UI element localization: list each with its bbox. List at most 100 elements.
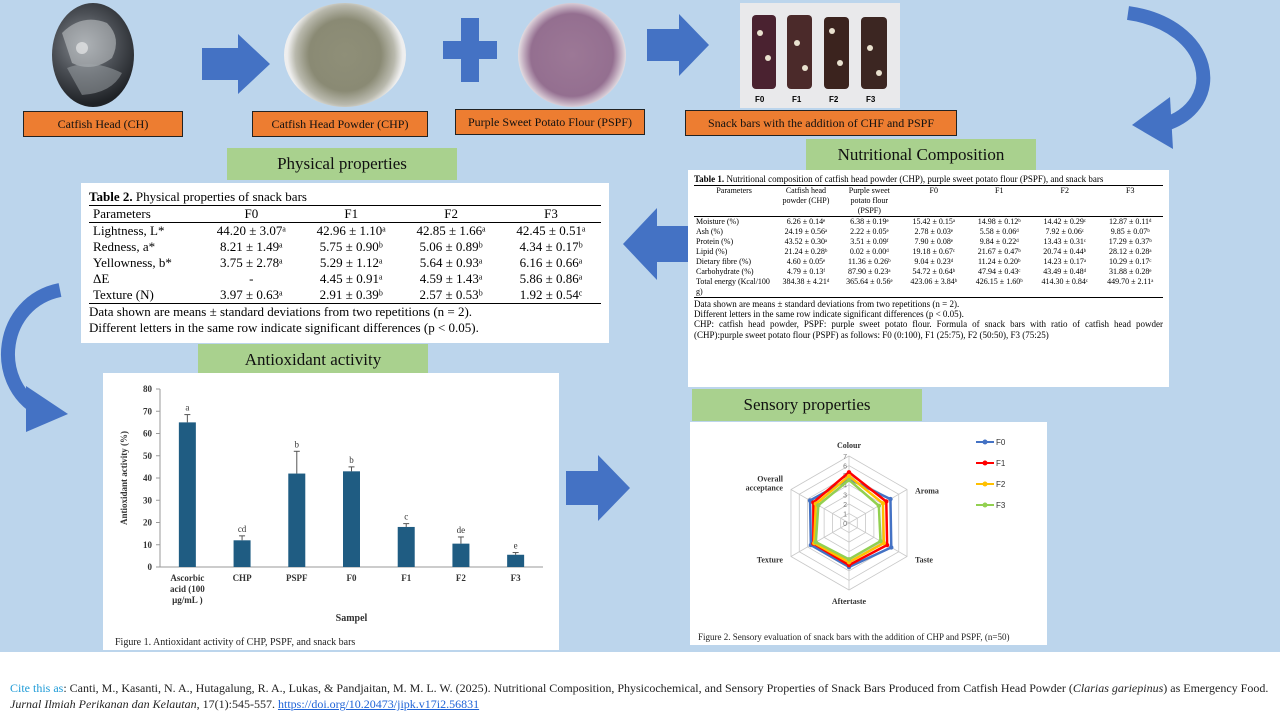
table-cell: Protein (%) — [696, 237, 734, 246]
purple-sweet-potato-flour-photo — [518, 3, 626, 107]
radar-point — [888, 496, 893, 502]
radar-axis-label: acceptance — [746, 484, 784, 493]
citation: Cite this as: Canti, M., Kasanti, N. A.,… — [10, 681, 1269, 711]
table-row: Carbohydrate (%) 4.79 ± 0.13ᶠ 87.90 ± 0.23… — [694, 267, 1163, 277]
table-cell: 11.24 ± 0.20ᵇ — [977, 257, 1021, 266]
table1: Parameters Catfish head powder (CHP) Purpl… — [694, 186, 1163, 297]
table-cell: Dietary fibre (%) — [696, 257, 752, 266]
table2: Parameters F0 F1 F2 F3 Lightness, L* 44.20 ± 3… — [89, 206, 601, 303]
table-cell: 42.85 ± 1.66ᵃ — [416, 223, 486, 238]
legend-marker — [982, 460, 988, 466]
bar — [178, 422, 196, 567]
table-cell: 7.92 ± 0.06ᶜ — [1045, 227, 1084, 236]
antioxidant-chart-panel: 0 10 20 30 40 50 60 70 80 a Ascorbic acid (100 µg/mL… — [103, 373, 559, 650]
figure1-caption: Figure 1. Antioxidant activity of CHP, P… — [115, 637, 355, 648]
y-tick-label: 40 — [143, 473, 153, 483]
table-cell: 17.29 ± 0.37ᵇ — [1108, 237, 1152, 246]
radar-point — [846, 477, 852, 483]
radar-axis-label: Aroma — [915, 487, 939, 496]
radar-spoke — [790, 522, 850, 557]
significance-letter: c — [404, 512, 408, 522]
table-cell: Lipid (%) — [696, 247, 728, 256]
table-cell: 21.67 ± 0.47ᵇ — [977, 247, 1021, 256]
legend-marker — [982, 439, 988, 445]
nutritional-composition-heading: Nutritional Composition — [806, 139, 1036, 171]
table-cell: 28.12 ± 0.28ᵃ — [1108, 247, 1152, 256]
table-cell: 4.60 ± 0.05ᵉ — [786, 257, 826, 266]
right-arrow-icon — [202, 34, 270, 94]
curved-arrow-icon — [1126, 6, 1211, 149]
radar-point — [807, 498, 813, 503]
table-cell: 6.38 ± 0.19ᵉ — [850, 217, 889, 226]
x-tick-label: F1 — [401, 573, 411, 583]
table-cell: 449.70 ± 2.11ᵃ — [1107, 277, 1154, 286]
x-tick-label: Ascorbic — [170, 573, 204, 583]
bar — [343, 471, 360, 567]
bar-label-f3: F3 — [866, 95, 876, 104]
y-tick-label: 70 — [143, 406, 153, 416]
y-tick-label: 60 — [143, 429, 153, 439]
catfish-head-powder-photo — [284, 3, 406, 107]
bar — [397, 526, 415, 567]
table-header-row: Parameters F0 F1 F2 F3 — [89, 206, 601, 223]
radar-axis-label: Aftertaste — [832, 597, 867, 606]
figure2-caption: Figure 2. Sensory evaluation of snack ba… — [698, 632, 1010, 642]
table-cell: 13.43 ± 0.31ᶜ — [1043, 237, 1086, 246]
table-cell: 9.85 ± 0.07ᵇ — [1110, 227, 1150, 236]
sensory-chart-panel: 0 1 2 3 4 5 6 7 Colour Aroma Taste Aftertaste Textur… — [690, 422, 1047, 645]
bar — [452, 543, 470, 567]
significance-letter: de — [457, 525, 466, 535]
table-cell: 1.92 ± 0.54ᶜ — [519, 287, 583, 302]
right-arrow-icon — [566, 455, 630, 521]
table-cell: 365.64 ± 0.56ᵉ — [846, 277, 893, 286]
bar — [233, 540, 251, 567]
table-row: Moisture (%) 6.26 ± 0.14ᵉ 6.38 ± 0.19ᵉ 15.4… — [694, 217, 1163, 228]
table1-panel: Table 1. Nutritional composition of catf… — [688, 170, 1169, 387]
table-cell: 24.19 ± 0.56ᵃ — [784, 227, 828, 236]
radar-tick-label: 2 — [843, 502, 847, 509]
column-header: F3 — [501, 206, 601, 223]
table-row: Lipid (%) 21.24 ± 0.28ᵇ 0.02 ± 0.00ᵈ 19.18 … — [694, 247, 1163, 257]
table-cell: 4.59 ± 1.43ᵃ — [419, 271, 483, 286]
table-cell: 2.57 ± 0.53ᵇ — [419, 287, 483, 302]
table-cell: 5.29 ± 1.12ᵃ — [319, 255, 383, 270]
table2-panel: Table 2. Physical properties of snack ba… — [81, 183, 609, 343]
column-header: F2 — [1031, 186, 1098, 217]
table-cell: 5.64 ± 0.93ᵃ — [419, 255, 483, 270]
table1-note2: Different letters in the same row indica… — [694, 309, 964, 319]
legend-label: F3 — [996, 501, 1006, 510]
doi-link[interactable]: https://doi.org/10.20473/jipk.v17i2.5683… — [277, 697, 480, 711]
table-cell: 384.38 ± 4.21ᵈ — [782, 277, 830, 286]
column-header: F1 — [301, 206, 402, 223]
right-arrow-icon — [647, 14, 709, 76]
column-header: Parameters — [89, 206, 202, 223]
citation-label: Cite this as — [10, 681, 64, 695]
sensory-radar-chart: 01234567ColourAromaTasteAftertasteTextur… — [698, 438, 1010, 642]
table-cell: 7.90 ± 0.08ᵉ — [914, 237, 953, 246]
radar-axis-label: Texture — [757, 556, 784, 565]
table1-note1: Data shown are means ± standard deviatio… — [694, 297, 1163, 309]
column-header: F0 — [201, 206, 302, 223]
table-cell: Lightness, L* — [93, 223, 165, 238]
table-cell: 47.94 ± 0.43ᶜ — [978, 267, 1021, 276]
table-cell: 423.06 ± 3.84ᵇ — [910, 277, 958, 286]
table-row: Dietary fibre (%) 4.60 ± 0.05ᵉ 11.36 ± 0.2… — [694, 257, 1163, 267]
flow-step-snack-bars: Snack bars with the addition of CHF and … — [685, 110, 957, 136]
table-cell: 14.23 ± 0.17ᵃ — [1043, 257, 1087, 266]
table-cell: 9.84 ± 0.22ᵈ — [979, 237, 1019, 246]
column-header: F0 — [901, 186, 967, 217]
table-row: Total energy (Kcal/100 g) 384.38 ± 4.21ᵈ 3… — [694, 277, 1163, 297]
table-cell: 31.88 ± 0.28ᵉ — [1109, 267, 1152, 276]
table-row: Protein (%) 43.52 ± 0.30ᵃ 3.51 ± 0.09ᶠ 7.90… — [694, 237, 1163, 247]
flow-step-catfish-head: Catfish Head (CH) — [23, 111, 183, 137]
table-cell: 5.86 ± 0.86ᵃ — [519, 271, 583, 286]
x-tick-label: F3 — [511, 573, 521, 583]
radar-tick-label: 6 — [843, 464, 847, 471]
table2-note1: Data shown are means ± standard deviatio… — [89, 303, 601, 320]
x-axis-title: Sampel — [336, 613, 368, 624]
table-row: ΔE - 4.45 ± 0.91ᵃ 4.59 ± 1.43ᵃ 5.86 ± 0.86ᵃ — [89, 271, 601, 287]
table-cell: Moisture (%) — [696, 217, 739, 226]
x-tick-label: µg/mL ) — [172, 595, 202, 605]
table-cell: 10.29 ± 0.17ᶜ — [1109, 257, 1152, 266]
radar-point — [884, 542, 890, 548]
